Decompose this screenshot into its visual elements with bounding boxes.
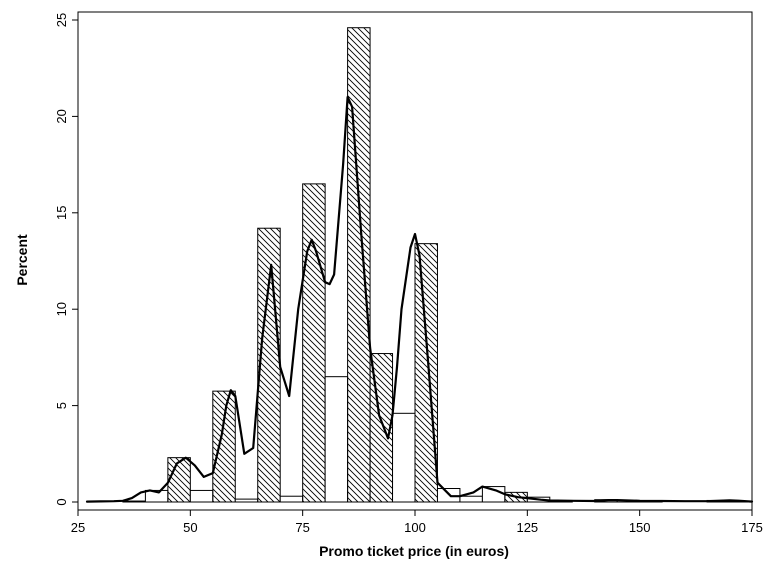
- y-axis-label: Percent: [14, 234, 30, 286]
- histogram-bar-55: [212, 390, 236, 503]
- histogram-bar-80: [324, 376, 349, 503]
- histogram-bars: [122, 27, 753, 503]
- histogram-bar-70: [279, 495, 304, 503]
- density-line: [85, 95, 754, 503]
- histogram-bar-110: [459, 495, 483, 503]
- x-tick-label-100: 100: [404, 520, 426, 535]
- histogram-bar-75: [302, 183, 326, 503]
- y-tick-label-15: 15: [54, 206, 69, 220]
- histogram-bar-60: [234, 498, 259, 503]
- histogram-bar-95: [392, 412, 416, 503]
- y-axis: 0 5 10 15 20 25: [54, 13, 78, 506]
- x-tick-label-150: 150: [629, 520, 651, 535]
- y-tick-label-0: 0: [54, 498, 69, 505]
- histogram-bar-35: [122, 500, 146, 503]
- y-tick-label-10: 10: [54, 302, 69, 316]
- x-axis: 25 50 75 100 125 150 175: [71, 510, 763, 535]
- x-tick-label-25: 25: [71, 520, 85, 535]
- y-tick-label-20: 20: [54, 109, 69, 123]
- histogram-bar-85: [347, 27, 371, 503]
- x-tick-label-75: 75: [295, 520, 309, 535]
- x-tick-label-175: 175: [741, 520, 763, 535]
- histogram-bar-100: [414, 243, 438, 503]
- histogram-bar-65: [257, 227, 281, 503]
- y-tick-label-25: 25: [54, 13, 69, 27]
- y-tick-label-5: 5: [54, 402, 69, 409]
- x-tick-label-50: 50: [183, 520, 197, 535]
- x-axis-label: Promo ticket price (in euros): [319, 543, 509, 559]
- histogram-bar-45: [167, 457, 191, 503]
- histogram-bar-50: [189, 489, 214, 503]
- density-line-layer: [85, 95, 754, 503]
- x-tick-label-125: 125: [516, 520, 538, 535]
